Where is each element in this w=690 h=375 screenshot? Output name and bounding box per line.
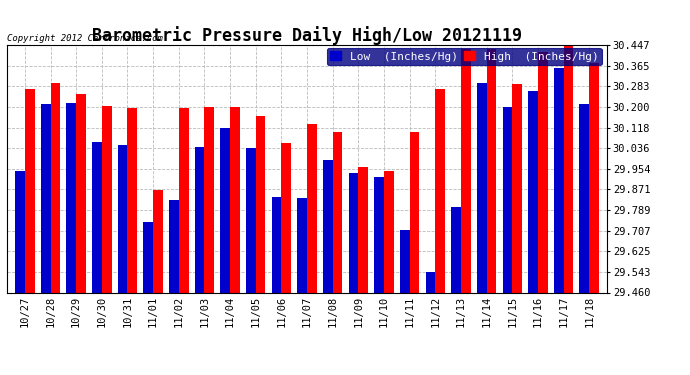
Bar: [179, 108, 188, 292]
Bar: [144, 222, 153, 292]
Legend: Low  (Inches/Hg), High  (Inches/Hg): Low (Inches/Hg), High (Inches/Hg): [326, 48, 602, 65]
Bar: [486, 49, 496, 292]
Bar: [230, 107, 240, 292]
Bar: [580, 104, 589, 292]
Bar: [118, 144, 128, 292]
Title: Barometric Pressure Daily High/Low 20121119: Barometric Pressure Daily High/Low 20121…: [92, 26, 522, 45]
Bar: [102, 106, 112, 292]
Bar: [435, 89, 445, 292]
Text: Copyright 2012 Cartronics.com: Copyright 2012 Cartronics.com: [7, 33, 163, 42]
Bar: [400, 230, 410, 292]
Bar: [204, 107, 214, 292]
Bar: [512, 84, 522, 292]
Bar: [272, 197, 282, 292]
Bar: [169, 200, 179, 292]
Bar: [564, 45, 573, 292]
Bar: [426, 273, 435, 292]
Bar: [153, 190, 163, 292]
Bar: [358, 167, 368, 292]
Bar: [256, 116, 266, 292]
Bar: [333, 132, 342, 292]
Bar: [41, 104, 50, 292]
Bar: [538, 52, 548, 292]
Bar: [15, 171, 25, 292]
Bar: [66, 103, 76, 292]
Bar: [528, 91, 538, 292]
Bar: [25, 89, 34, 292]
Bar: [282, 143, 291, 292]
Bar: [220, 128, 230, 292]
Bar: [374, 177, 384, 292]
Bar: [297, 198, 307, 292]
Bar: [554, 68, 564, 292]
Bar: [410, 132, 420, 292]
Bar: [451, 207, 461, 292]
Bar: [50, 83, 60, 292]
Bar: [461, 49, 471, 292]
Bar: [128, 108, 137, 292]
Bar: [76, 94, 86, 292]
Bar: [502, 107, 512, 292]
Bar: [307, 124, 317, 292]
Bar: [246, 148, 256, 292]
Bar: [384, 171, 394, 292]
Bar: [348, 173, 358, 292]
Bar: [92, 142, 102, 292]
Bar: [323, 160, 333, 292]
Bar: [195, 147, 204, 292]
Bar: [589, 63, 599, 292]
Bar: [477, 83, 486, 292]
